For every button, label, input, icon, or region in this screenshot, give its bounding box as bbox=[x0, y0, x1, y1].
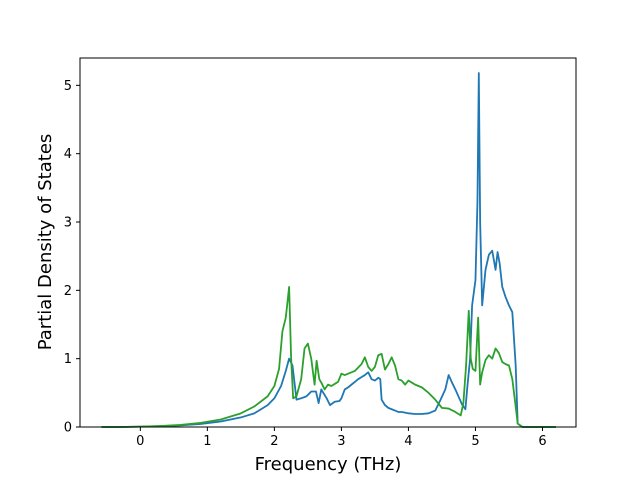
y-tick-label: 1 bbox=[64, 352, 72, 367]
y-tick-label: 3 bbox=[64, 216, 72, 231]
y-tick-label: 0 bbox=[64, 421, 72, 436]
x-tick-label: 1 bbox=[203, 434, 211, 449]
y-axis-label: Partial Density of States bbox=[35, 134, 56, 351]
y-tick-label: 5 bbox=[64, 79, 72, 94]
y-tick-label: 2 bbox=[64, 284, 72, 299]
plot-frame bbox=[79, 57, 577, 428]
y-tick-label: 4 bbox=[64, 147, 72, 162]
x-tick-label: 6 bbox=[538, 434, 546, 449]
x-tick-label: 5 bbox=[471, 434, 479, 449]
x-tick-label: 0 bbox=[136, 434, 144, 449]
series-layer bbox=[101, 72, 556, 428]
x-axis-label: Frequency (THz) bbox=[255, 454, 402, 475]
x-tick-label: 4 bbox=[404, 434, 412, 449]
x-ticks: 0 1 2 3 4 5 6 bbox=[136, 427, 547, 449]
series-line-1 bbox=[101, 72, 556, 428]
series-line-2 bbox=[101, 286, 556, 428]
y-ticks: 0 1 2 3 4 5 bbox=[64, 79, 80, 436]
x-tick-label: 3 bbox=[337, 434, 345, 449]
x-tick-label: 2 bbox=[270, 434, 278, 449]
